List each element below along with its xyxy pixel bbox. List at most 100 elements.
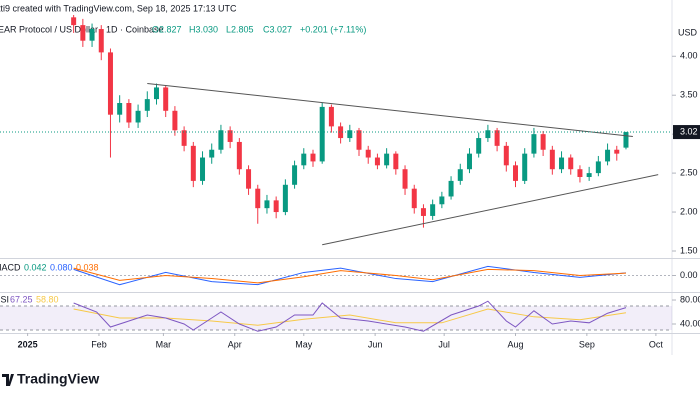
- x-tick-label: Apr: [228, 339, 242, 349]
- candle-body: [71, 17, 77, 26]
- candle-body: [172, 110, 178, 131]
- candle-body: [623, 132, 629, 148]
- price-plot: [71, 15, 659, 246]
- candle-body: [549, 149, 555, 170]
- rsi-band: [0, 306, 672, 331]
- candle-body: [80, 25, 86, 41]
- x-tick-label: Sep: [579, 339, 595, 349]
- y-tick-label: 4.00: [680, 51, 698, 61]
- candle-body: [365, 149, 371, 158]
- candle-body: [513, 165, 519, 181]
- last-price-label: 3.02: [680, 126, 698, 136]
- candle-body: [411, 188, 417, 209]
- candle-body: [89, 29, 95, 41]
- candle-body: [476, 138, 482, 154]
- y-tick-label: 80.00: [680, 294, 700, 304]
- candle-body: [347, 130, 353, 139]
- macd-reading: 0.038: [76, 262, 99, 272]
- candle-body: [310, 153, 316, 162]
- macd-name: MACD: [0, 262, 21, 272]
- candle-body: [430, 204, 436, 216]
- candle-body: [98, 29, 104, 53]
- ohlc-value: C3.027: [263, 24, 292, 34]
- candle-body: [568, 157, 574, 170]
- candle-body: [190, 145, 196, 181]
- macd-line: [73, 265, 627, 286]
- candle-body: [153, 87, 159, 100]
- candle-body: [393, 153, 399, 170]
- macd-reading: 0.080: [50, 262, 73, 272]
- candle-body: [255, 188, 261, 209]
- rsi-reading: 58.80: [36, 294, 59, 304]
- candle-body: [384, 153, 390, 166]
- x-tick-label: 2025: [18, 339, 38, 349]
- candle-body: [301, 153, 307, 166]
- candle-body: [466, 153, 472, 170]
- x-tick-label: Aug: [507, 339, 523, 349]
- candle-body: [292, 165, 298, 185]
- rsi-line: [73, 300, 627, 332]
- candle-body: [494, 130, 500, 146]
- candle-body: [577, 169, 583, 177]
- x-tick-label: Feb: [91, 339, 107, 349]
- candle-body: [107, 52, 113, 115]
- candle-body: [540, 134, 546, 150]
- last-price-badge: [673, 125, 700, 140]
- candle-body: [218, 130, 224, 150]
- macd-reading: 0.042: [24, 262, 47, 272]
- candle-body: [485, 130, 491, 139]
- candle-body: [595, 161, 601, 174]
- candle-body: [457, 169, 463, 181]
- candle-body: [328, 106, 334, 127]
- credit: tti9 created with TradingView.com, Sep 1…: [0, 3, 237, 13]
- x-tick-label: Jun: [368, 339, 383, 349]
- x-tick-label: Jul: [438, 339, 450, 349]
- candle-body: [163, 87, 169, 111]
- logo: [2, 374, 14, 386]
- candle-body: [559, 157, 565, 170]
- y-tick-label: 1.50: [680, 245, 698, 255]
- candle-body: [448, 180, 454, 197]
- y-tick-label: 0.00: [680, 270, 698, 280]
- candle-body: [586, 173, 592, 177]
- candle-body: [117, 103, 123, 115]
- trendline: [322, 174, 659, 246]
- ohlc-value: L2.805: [226, 24, 254, 34]
- candle-body: [200, 157, 206, 181]
- ohlc-value: +0.201 (+7.11%): [300, 24, 366, 34]
- candle-body: [522, 153, 528, 181]
- candle-body: [319, 106, 325, 162]
- ohlc-value: H3.030: [189, 24, 218, 34]
- rsi-name: RSI: [0, 294, 9, 304]
- candle-body: [126, 103, 132, 123]
- candle-body: [282, 184, 288, 213]
- y-tick-label: 2.50: [680, 167, 698, 177]
- candle-body: [420, 208, 426, 216]
- candle-body: [227, 130, 233, 142]
- candle-body: [605, 149, 611, 162]
- candle-body: [402, 169, 408, 189]
- candle-body: [144, 99, 150, 111]
- candle-body: [273, 200, 279, 213]
- trendline: [147, 83, 633, 137]
- ohlc-value: O2.827: [152, 24, 182, 34]
- brand: TradingView: [17, 371, 99, 387]
- y-tick-label: 2.00: [680, 206, 698, 216]
- x-tick-label: Oct: [649, 339, 664, 349]
- y-tick-label: 40.00: [680, 318, 700, 328]
- x-tick-label: Mar: [156, 339, 172, 349]
- candle-body: [439, 196, 445, 205]
- candle-body: [135, 110, 141, 123]
- candle-body: [209, 149, 215, 158]
- candle-body: [614, 149, 620, 154]
- candle-body: [356, 130, 362, 150]
- candle-body: [338, 126, 344, 139]
- y-tick-label: 3.50: [680, 90, 698, 100]
- candle-body: [181, 130, 187, 146]
- candle-body: [264, 200, 270, 209]
- signal-line: [73, 267, 626, 284]
- candle-body: [246, 169, 252, 189]
- rsi-reading: 67.25: [10, 294, 33, 304]
- candle-body: [531, 134, 537, 154]
